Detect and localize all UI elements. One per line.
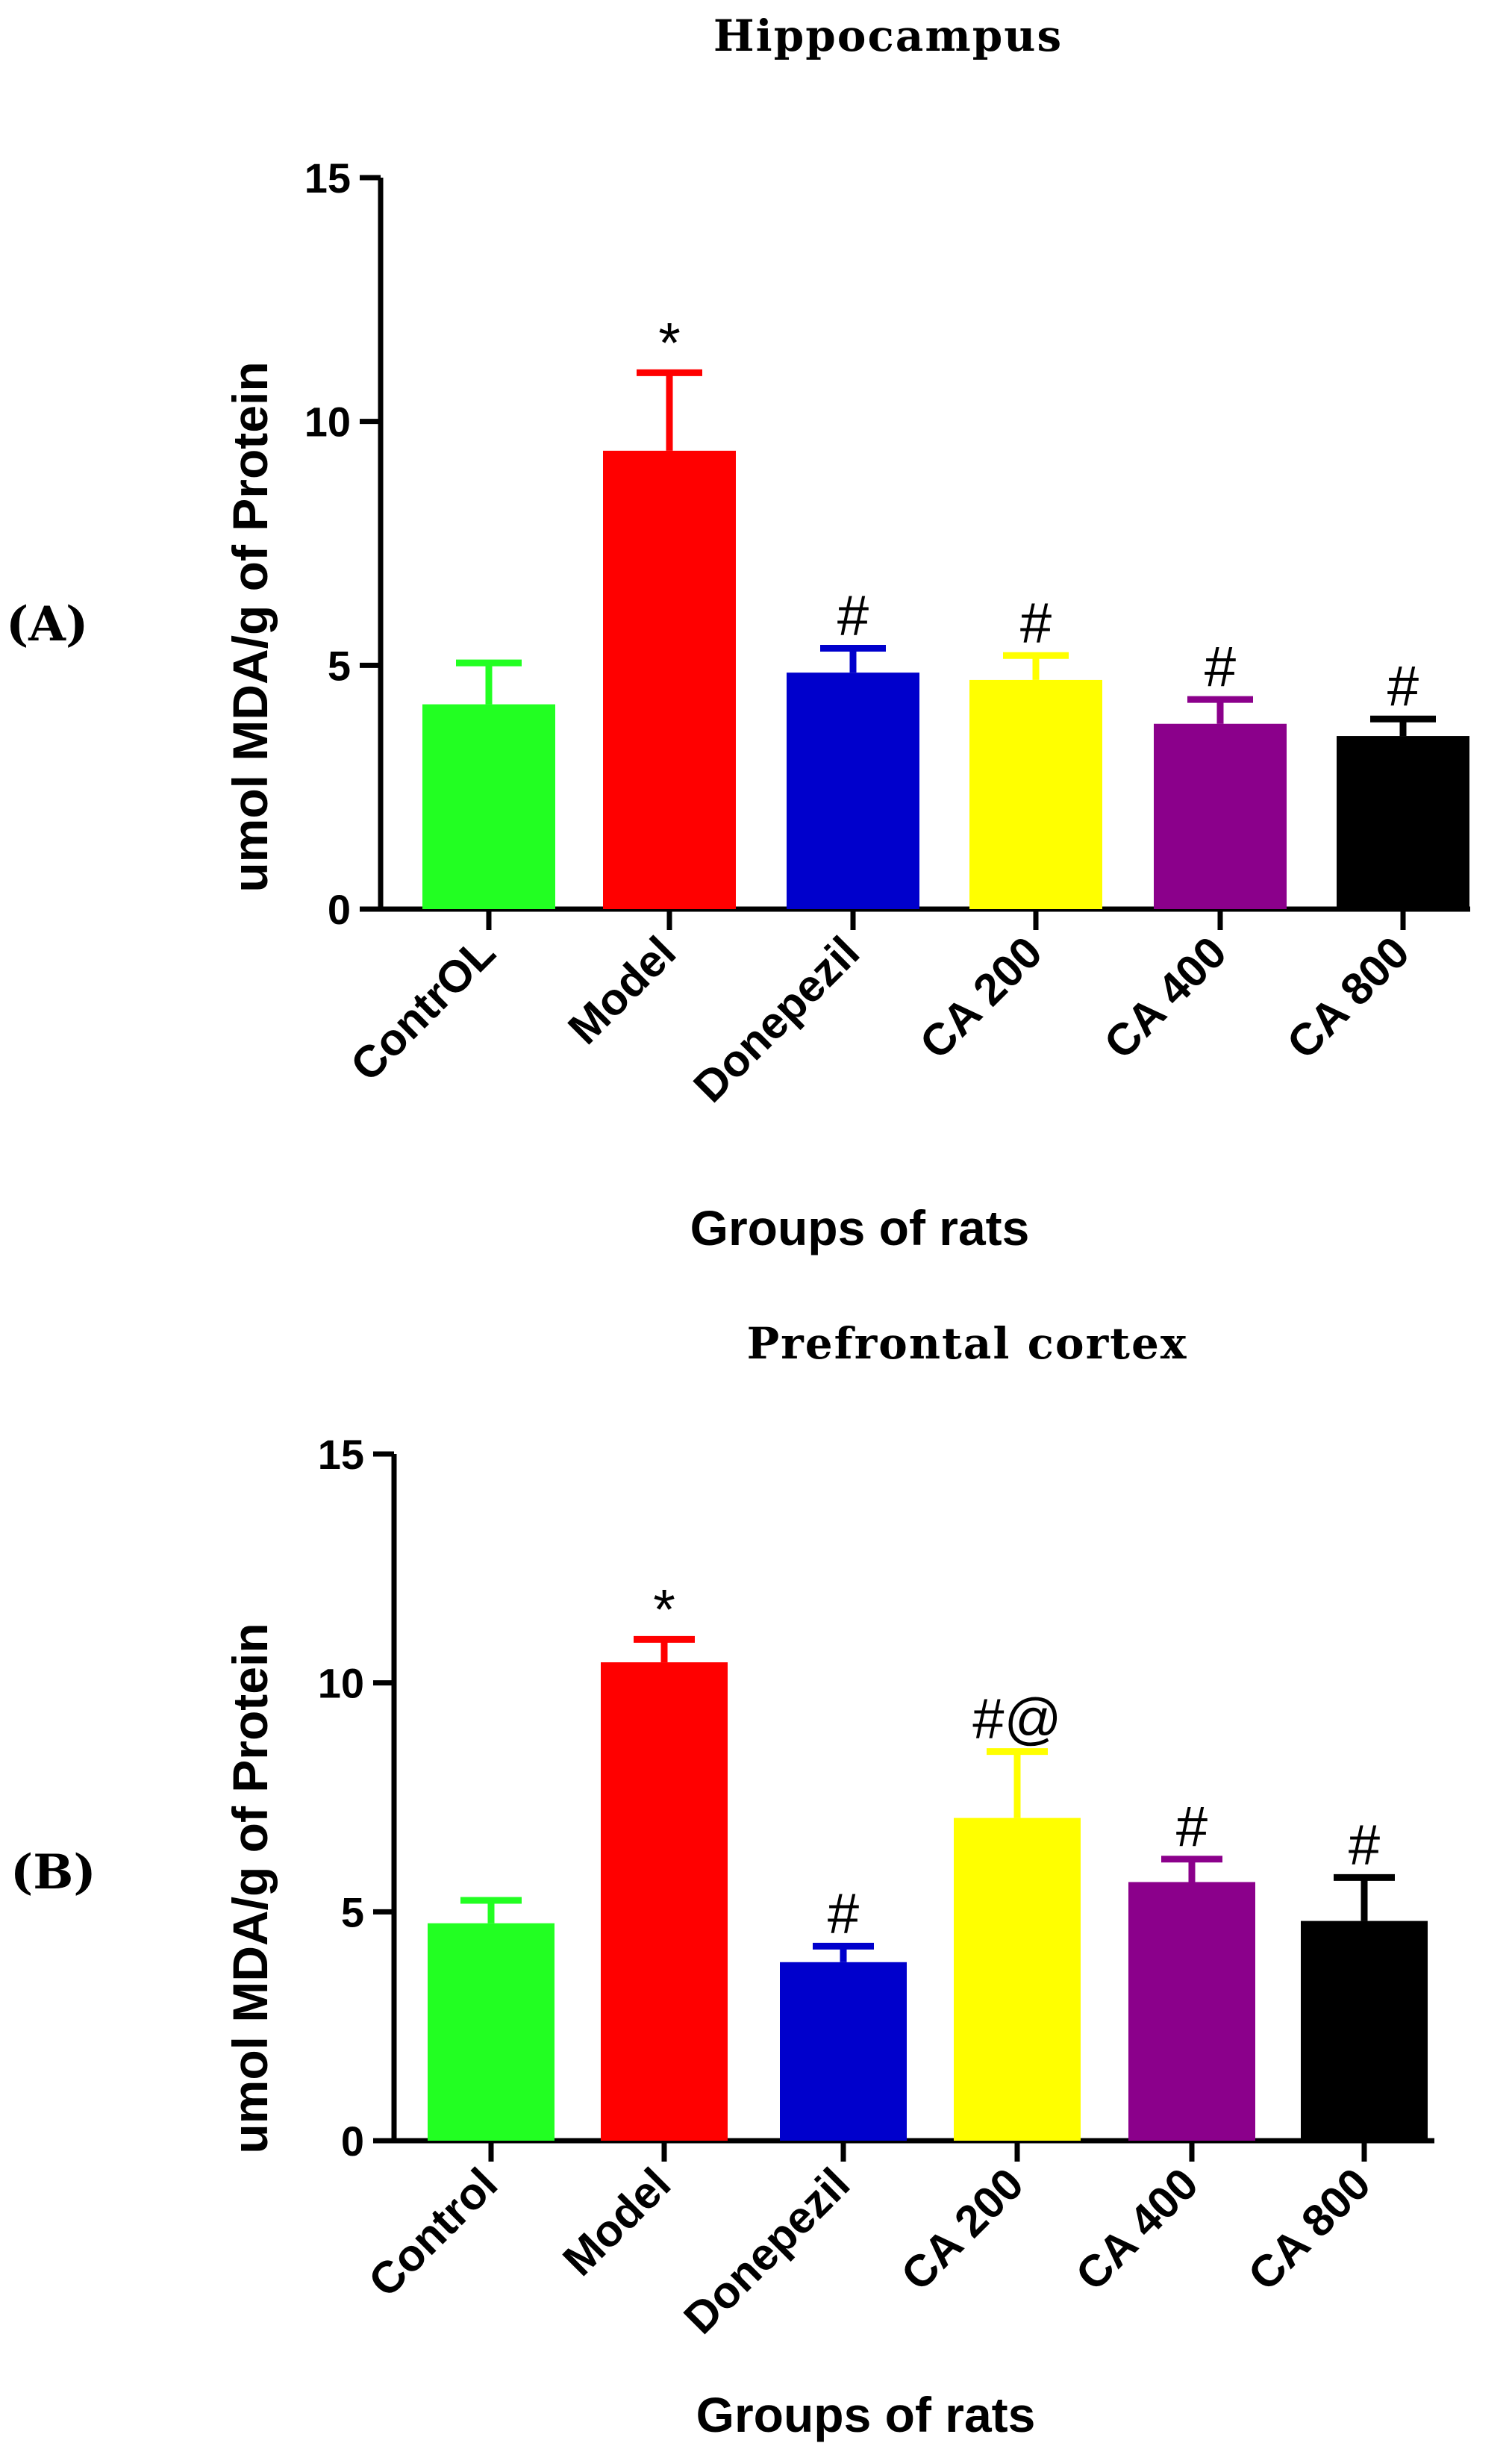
panel-a-y-tick-label: 5	[328, 642, 351, 689]
panel-b-category-label: CA 200	[892, 2159, 1034, 2300]
panel-b-bar-model	[601, 1662, 728, 2141]
panel-a-marks: 0 5 10 15 ContrOL Model * Donepezil # CA 200 # CA 4…	[304, 155, 1470, 1112]
panel-b-bar-ca-800	[1301, 1921, 1428, 2141]
panel-a-y-tick-label: 15	[304, 155, 351, 202]
panel-b-category-label: Model	[553, 2159, 680, 2286]
panel-b-bar-ca-400	[1128, 1882, 1255, 2141]
panel-b-chart: Prefrontal cortex (B) umol MDA/g of Prot…	[10, 1318, 1434, 2442]
panel-a-y-tick-label: 10	[304, 399, 351, 446]
panel-a-category-label: Model	[558, 927, 685, 1054]
panel-a-title: Hippocampus	[713, 10, 1063, 61]
panel-a-bar-ca-200	[969, 679, 1102, 909]
panel-a-chart: Hippocampus (A) umol MDA/g of Protein Gr…	[6, 10, 1470, 1255]
panel-a-category-label: CA 400	[1095, 927, 1237, 1069]
panel-a-category-label: CA 800	[1278, 927, 1419, 1069]
panel-b-marks: 0 5 10 15 Control Model * Donepezil # CA 200 #@ CA …	[318, 1431, 1434, 2344]
panel-b-category-label: CA 400	[1066, 2159, 1208, 2300]
panel-b-x-axis-label: Groups of rats	[696, 2387, 1036, 2442]
panel-b-y-tick-label: 0	[341, 2118, 364, 2165]
panel-b-significance-marker: #	[828, 1882, 859, 1945]
panel-a-category-label: CA 200	[910, 927, 1052, 1069]
panel-a-bar-control	[422, 704, 555, 909]
panel-b-y-tick-label: 5	[341, 1888, 364, 1935]
panel-a-x-axis-label: Groups of rats	[690, 1200, 1030, 1255]
panel-b-category-label: Control	[359, 2159, 507, 2306]
panel-b-significance-marker: #@	[972, 1688, 1061, 1751]
panel-b-title: Prefrontal cortex	[747, 1318, 1188, 1369]
panel-b-bar-donepezil	[780, 1962, 907, 2141]
panel-a-bar-donepezil	[787, 673, 919, 909]
panel-b-label: (B)	[10, 1844, 96, 1900]
panel-a-significance-marker: #	[1205, 635, 1236, 699]
panel-b-y-tick-label: 15	[318, 1431, 364, 1478]
panel-b-category-label: Donepezil	[674, 2159, 859, 2344]
panel-a-category-label: ContrOL	[341, 927, 504, 1091]
panel-a-label: (A)	[6, 596, 88, 652]
panel-b-bar-ca-200	[954, 1818, 1081, 2141]
panel-b-significance-marker: *	[653, 1578, 675, 1641]
panel-a-bar-model	[603, 450, 736, 909]
panel-b-bar-control	[428, 1923, 554, 2141]
panel-b-y-tick-label: 10	[318, 1660, 364, 1707]
panel-b-category-label: CA 800	[1239, 2159, 1381, 2300]
panel-a-y-tick-label: 0	[328, 886, 351, 933]
panel-a-significance-marker: #	[1020, 591, 1052, 655]
panel-a-significance-marker: #	[1387, 655, 1419, 718]
panel-b-y-axis-label: umol MDA/g of Protein	[222, 1623, 278, 2153]
panel-a-significance-marker: *	[658, 311, 681, 375]
panel-a-bar-ca-400	[1154, 723, 1287, 909]
panel-a-bar-ca-800	[1337, 736, 1469, 909]
panel-a-y-axis-label: umol MDA/g of Protein	[222, 361, 278, 892]
panel-a-category-label: Donepezil	[684, 927, 869, 1112]
panel-b-significance-marker: #	[1176, 1795, 1208, 1859]
panel-b-significance-marker: #	[1349, 1813, 1380, 1876]
panel-a-significance-marker: #	[837, 584, 869, 647]
